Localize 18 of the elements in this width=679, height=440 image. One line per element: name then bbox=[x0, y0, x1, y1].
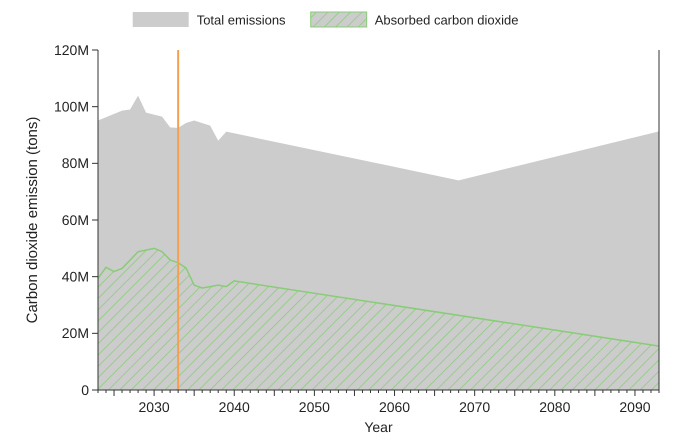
x-tick-label: 2060 bbox=[378, 399, 410, 415]
y-axis-title: Carbon dioxide emission (tons) bbox=[24, 116, 41, 324]
y-tick-label: 100M bbox=[54, 98, 89, 115]
legend-label: Absorbed carbon dioxide bbox=[374, 12, 519, 28]
y-tick-label: 20M bbox=[62, 325, 89, 342]
y-tick-label: 120M bbox=[54, 42, 89, 58]
x-tick-label: 2050 bbox=[298, 399, 330, 415]
y-tick-label: 40M bbox=[62, 268, 89, 285]
x-tick-label: 2040 bbox=[218, 399, 250, 415]
y-tick-label: 60M bbox=[62, 212, 89, 228]
x-tick-label: 2070 bbox=[459, 399, 490, 415]
y-tick-label: 0 bbox=[81, 382, 90, 398]
x-axis-title: Year bbox=[364, 419, 393, 435]
x-tick-label: 2080 bbox=[539, 399, 571, 415]
legend-label: Total emissions bbox=[196, 12, 286, 28]
x-tick-label: 2090 bbox=[619, 399, 651, 415]
y-tick-label: 80M bbox=[62, 155, 89, 172]
x-tick-label: 2030 bbox=[138, 399, 170, 415]
